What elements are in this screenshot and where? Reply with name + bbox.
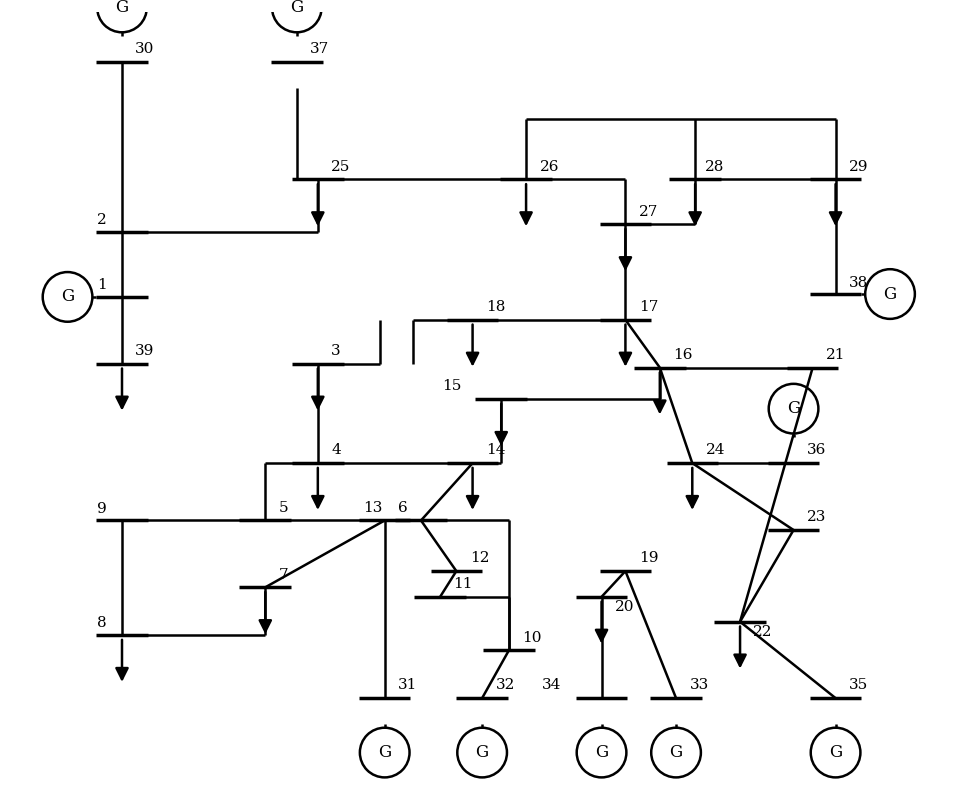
Text: 27: 27 — [639, 204, 658, 219]
Text: 7: 7 — [278, 567, 288, 582]
Text: G: G — [61, 288, 74, 306]
Text: 2: 2 — [97, 213, 107, 227]
Text: 28: 28 — [704, 160, 723, 174]
Text: 39: 39 — [136, 344, 155, 358]
Text: 30: 30 — [136, 42, 155, 56]
Text: 21: 21 — [826, 348, 845, 362]
Text: 16: 16 — [672, 348, 692, 362]
Text: 9: 9 — [97, 501, 107, 516]
Text: G: G — [115, 0, 129, 16]
Text: G: G — [828, 744, 841, 761]
Text: 6: 6 — [397, 501, 407, 515]
Text: 3: 3 — [330, 344, 340, 358]
Text: 23: 23 — [806, 510, 826, 524]
Text: 33: 33 — [689, 678, 708, 692]
Text: 29: 29 — [848, 160, 867, 174]
Text: 36: 36 — [806, 443, 826, 457]
Text: 18: 18 — [485, 300, 505, 314]
Text: 15: 15 — [441, 380, 460, 393]
Text: 22: 22 — [753, 625, 772, 639]
Text: 5: 5 — [278, 501, 288, 515]
Text: 35: 35 — [848, 678, 867, 692]
Text: 17: 17 — [639, 300, 658, 314]
Text: 4: 4 — [330, 443, 340, 457]
Text: 38: 38 — [848, 276, 867, 290]
Text: G: G — [594, 744, 608, 761]
Text: 20: 20 — [614, 600, 634, 614]
Text: G: G — [475, 744, 488, 761]
Text: G: G — [378, 744, 391, 761]
Text: 34: 34 — [542, 678, 561, 692]
Text: 37: 37 — [310, 42, 329, 56]
Text: 26: 26 — [539, 160, 558, 174]
Text: 25: 25 — [330, 160, 350, 174]
Text: G: G — [786, 400, 799, 417]
Text: 8: 8 — [97, 616, 107, 630]
Text: 32: 32 — [495, 678, 515, 692]
Text: 11: 11 — [453, 577, 473, 591]
Text: 14: 14 — [485, 443, 505, 457]
Text: 1: 1 — [97, 278, 107, 292]
Text: 31: 31 — [397, 678, 417, 692]
Text: 24: 24 — [704, 443, 725, 457]
Text: G: G — [290, 0, 303, 16]
Text: G: G — [669, 744, 682, 761]
Text: 19: 19 — [639, 551, 658, 565]
Text: 12: 12 — [469, 551, 488, 565]
Text: 10: 10 — [521, 630, 542, 645]
Text: 13: 13 — [363, 501, 383, 515]
Text: G: G — [883, 285, 895, 303]
